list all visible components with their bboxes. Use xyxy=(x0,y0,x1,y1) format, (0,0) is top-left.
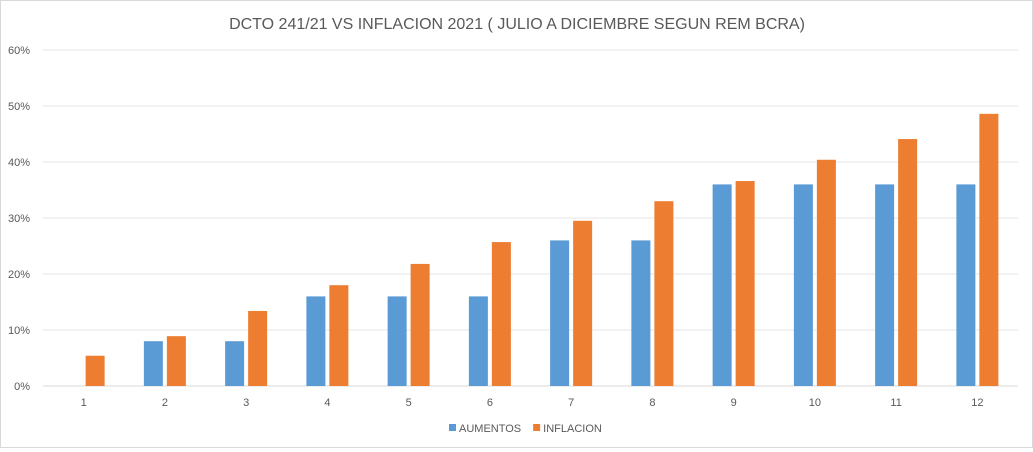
y-tick-label: 0% xyxy=(14,381,30,393)
y-tick-label: 50% xyxy=(8,101,30,113)
bar-aumentos-9 xyxy=(712,184,732,386)
bar-aumentos-10 xyxy=(793,184,813,386)
bar-aumentos-6 xyxy=(468,296,488,386)
bar-aumentos-5 xyxy=(387,296,407,386)
y-tick-label: 60% xyxy=(8,45,30,57)
bar-inflacion-4 xyxy=(329,285,349,386)
y-tick-label: 20% xyxy=(8,269,30,281)
bar-inflacion-2 xyxy=(166,336,186,386)
bar-inflacion-8 xyxy=(654,201,674,386)
bar-aumentos-4 xyxy=(306,296,326,386)
x-tick-label: 4 xyxy=(324,397,330,409)
bar-aumentos-11 xyxy=(875,184,895,386)
chart-title: DCTO 241/21 VS INFLACION 2021 ( JULIO A … xyxy=(229,16,805,33)
bar-aumentos-2 xyxy=(143,341,163,386)
x-tick-label: 12 xyxy=(971,397,983,409)
x-tick-label: 1 xyxy=(81,397,87,409)
bar-aumentos-7 xyxy=(550,240,570,386)
bar-aumentos-12 xyxy=(956,184,976,386)
legend-label-inflacion: INFLACION xyxy=(543,423,602,435)
bar-aumentos-3 xyxy=(225,341,245,386)
bar-aumentos-8 xyxy=(631,240,651,386)
y-tick-label: 30% xyxy=(8,213,30,225)
bar-inflacion-9 xyxy=(735,181,755,386)
bar-inflacion-5 xyxy=(410,263,430,386)
bar-inflacion-7 xyxy=(573,220,593,386)
x-tick-label: 8 xyxy=(649,397,655,409)
x-tick-label: 2 xyxy=(162,397,168,409)
bar-inflacion-6 xyxy=(491,242,511,386)
legend-label-aumentos: AUMENTOS xyxy=(459,423,521,435)
bar-inflacion-11 xyxy=(898,139,918,386)
y-tick-label: 40% xyxy=(8,157,30,169)
bar-inflacion-12 xyxy=(979,113,999,386)
bar-inflacion-1 xyxy=(85,355,105,386)
y-tick-label: 10% xyxy=(8,325,30,337)
x-tick-label: 6 xyxy=(487,397,493,409)
x-tick-label: 11 xyxy=(890,397,901,409)
x-tick-label: 7 xyxy=(568,397,574,409)
x-tick-label: 10 xyxy=(809,397,821,409)
x-tick-label: 5 xyxy=(406,397,412,409)
x-tick-label: 9 xyxy=(731,397,737,409)
bar-inflacion-3 xyxy=(248,310,268,386)
legend-swatch-inflacion xyxy=(533,424,541,431)
legend-swatch-aumentos xyxy=(449,424,456,431)
x-tick-label: 3 xyxy=(243,397,249,409)
bar-inflacion-10 xyxy=(816,159,836,386)
